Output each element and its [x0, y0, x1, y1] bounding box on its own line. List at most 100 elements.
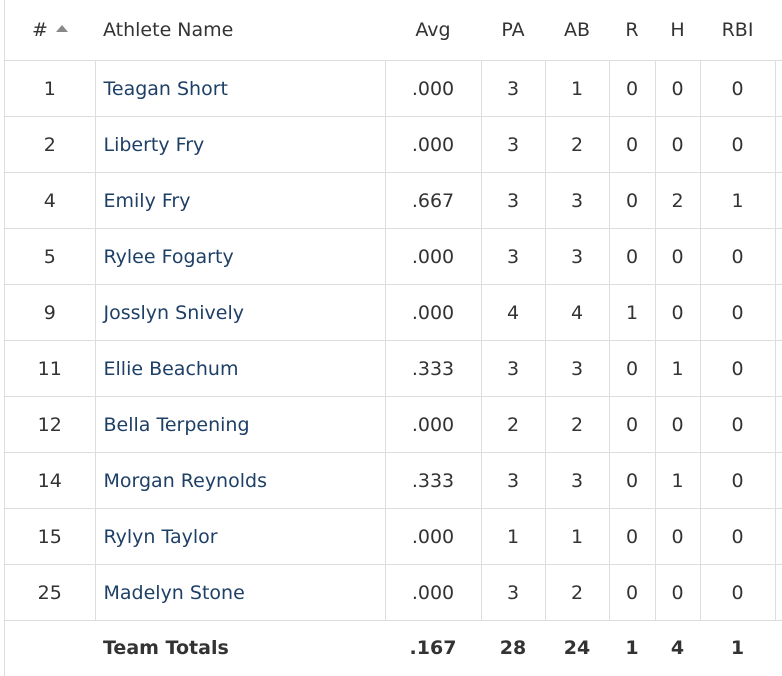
column-header-text[interactable]: Avg [415, 19, 451, 41]
column-header[interactable]: R [609, 0, 655, 61]
athlete-name[interactable]: Rylyn Taylor [94, 508, 386, 565]
stat-cell-text: 0 [731, 525, 744, 548]
stat-cell: 1 [654, 452, 701, 509]
stat-cell: 0 [654, 116, 701, 173]
table-body: 1 Teagan Short .000 3 1 0 0 0 2 Liberty Fry .000 3 2… [5, 60, 782, 621]
athlete-name-text[interactable]: Madelyn Stone [103, 581, 245, 604]
athlete-name[interactable]: Josslyn Snively [94, 284, 386, 341]
stat-cell: 1 [654, 340, 701, 397]
total-cell-text: 4 [670, 637, 685, 659]
sort-arrow[interactable] [55, 25, 68, 32]
stat-cell: 0 [608, 508, 656, 565]
stat-cell: 2 [5, 116, 96, 173]
stat-cell-text: 0 [625, 413, 639, 436]
header-row: # Athlete Name Avg PA AB R H RBI [5, 0, 782, 61]
athlete-name[interactable]: Emily Fry [94, 172, 386, 229]
athlete-name-text[interactable]: Liberty Fry [103, 133, 205, 156]
athlete-name-text[interactable]: Emily Fry [103, 189, 191, 212]
athlete-name-text[interactable]: Morgan Reynolds [103, 469, 267, 492]
athlete-name[interactable]: Bella Terpening [94, 396, 386, 453]
athlete-name[interactable]: Rylee Fogarty [94, 228, 386, 285]
stat-cell: 25 [5, 564, 96, 621]
stat-cell-text: 2 [570, 581, 584, 604]
totals-label-text: Team Totals [103, 637, 229, 659]
column-header-text[interactable]: RBI [721, 19, 754, 41]
stat-cell-text: 5 [43, 245, 56, 268]
stat-cell: 0 [608, 60, 656, 117]
stat-cell: .000 [384, 228, 482, 285]
column-header[interactable]: H [655, 0, 700, 61]
athlete-name[interactable]: Madelyn Stone [94, 564, 386, 621]
stat-cell: 0 [699, 60, 776, 117]
stat-cell: 3 [544, 228, 610, 285]
column-header-text[interactable]: R [625, 19, 639, 41]
stat-cell: .000 [384, 60, 482, 117]
column-header[interactable]: RBI [700, 0, 775, 61]
stat-cell-text: 0 [731, 469, 744, 492]
column-header-text[interactable]: AB [563, 19, 591, 41]
total-cell: 24 [545, 621, 609, 676]
column-header-text[interactable]: Athlete Name [103, 19, 234, 41]
total-cell: 4 [655, 621, 700, 676]
stat-cell: 0 [699, 116, 776, 173]
stat-cell-text: .000 [411, 581, 455, 604]
stat-cell-text: 0 [671, 525, 684, 548]
stat-cell: .000 [384, 116, 482, 173]
column-header-text[interactable]: H [670, 19, 685, 41]
stat-cell-text: 1 [671, 357, 684, 380]
column-header-text[interactable]: PA [501, 19, 525, 41]
stat-cell: 0 [699, 340, 776, 397]
athlete-name-text[interactable]: Ellie Beachum [103, 357, 239, 380]
athlete-name-text[interactable]: Teagan Short [103, 77, 228, 100]
column-header[interactable]: AB [545, 0, 609, 61]
athlete-row: 12 Bella Terpening .000 2 2 0 0 0 [5, 396, 782, 453]
athlete-name-text[interactable]: Josslyn Snively [103, 301, 244, 324]
column-header[interactable]: Athlete Name [95, 0, 385, 61]
athlete-row: 4 Emily Fry .667 3 3 0 2 1 [5, 172, 782, 229]
column-header[interactable]: PA [481, 0, 545, 61]
spacer-cell [774, 340, 782, 397]
stat-cell: 0 [654, 564, 701, 621]
athlete-name[interactable]: Ellie Beachum [94, 340, 386, 397]
stat-cell-text: 14 [37, 469, 62, 492]
column-header-text[interactable]: # [32, 19, 48, 41]
stat-cell: 1 [480, 508, 546, 565]
athlete-name-text[interactable]: Rylee Fogarty [103, 245, 234, 268]
stat-cell: 3 [480, 116, 546, 173]
stat-cell-text: 15 [37, 525, 62, 548]
athlete-name[interactable]: Liberty Fry [94, 116, 386, 173]
stat-cell: 5 [5, 228, 96, 285]
spacer-cell [774, 452, 782, 509]
stat-cell-text: .000 [411, 245, 455, 268]
stat-cell-text: 3 [506, 581, 520, 604]
total-cell: 1 [609, 621, 655, 676]
stat-cell-text: 3 [506, 77, 520, 100]
stat-cell: 2 [544, 116, 610, 173]
athlete-name-text[interactable]: Bella Terpening [103, 413, 250, 436]
stat-cell: 3 [544, 340, 610, 397]
stat-cell-text: .333 [411, 357, 455, 380]
stat-cell-text: 1 [43, 77, 56, 100]
stat-cell-text: .000 [411, 301, 455, 324]
stat-cell-text: 0 [671, 581, 684, 604]
athlete-name[interactable]: Morgan Reynolds [94, 452, 386, 509]
stat-cell-text: 3 [506, 133, 520, 156]
stat-cell: 15 [5, 508, 96, 565]
column-header[interactable]: # [5, 0, 95, 61]
stat-cell: 0 [699, 508, 776, 565]
stat-cell-text: 3 [506, 469, 520, 492]
athlete-name[interactable]: Teagan Short [94, 60, 386, 117]
athlete-row: 15 Rylyn Taylor .000 1 1 0 0 0 [5, 508, 782, 565]
athlete-row: 1 Teagan Short .000 3 1 0 0 0 [5, 60, 782, 117]
stat-cell-text: 0 [625, 245, 639, 268]
stat-cell-text: 1 [570, 77, 584, 100]
stat-cell: 0 [699, 452, 776, 509]
stat-cell-text: .000 [411, 413, 455, 436]
empty-cell [5, 621, 95, 676]
athlete-name-text[interactable]: Rylyn Taylor [103, 525, 218, 548]
athlete-row: 2 Liberty Fry .000 3 2 0 0 0 [5, 116, 782, 173]
total-cell: .167 [385, 621, 481, 676]
column-header[interactable]: Avg [385, 0, 481, 61]
spacer-cell [775, 0, 782, 61]
stat-cell: 3 [544, 452, 610, 509]
